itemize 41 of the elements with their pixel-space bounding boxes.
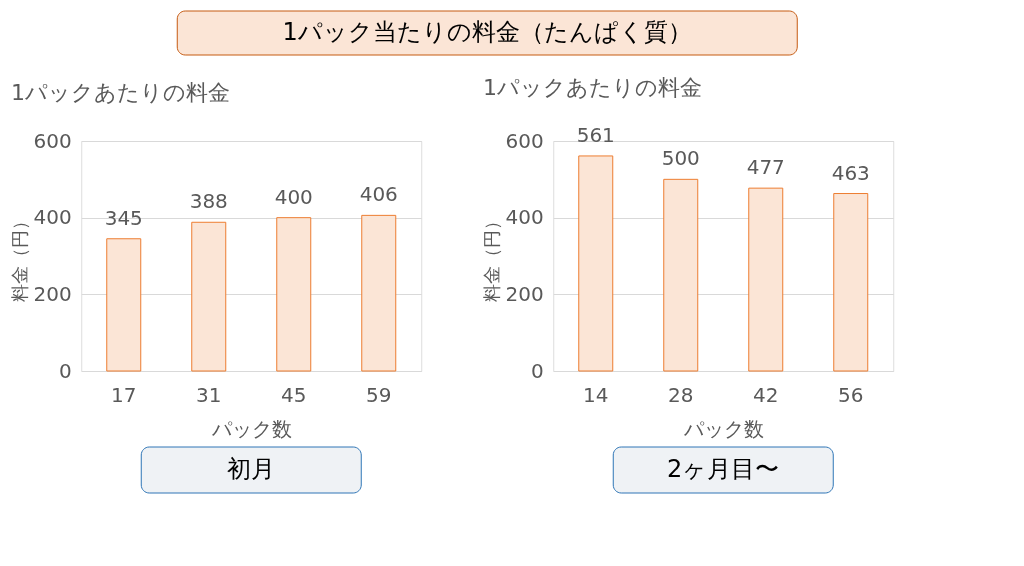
- bar: [663, 178, 699, 372]
- y-axis-title: 料金（円）: [480, 211, 502, 302]
- x-tick-label: 42: [753, 382, 779, 407]
- data-label: 406: [359, 182, 398, 207]
- x-axis-title: パック数: [210, 416, 292, 441]
- text: 初月: [227, 455, 276, 483]
- y-tick-label: 600: [33, 128, 72, 153]
- x-tick-label: 59: [366, 382, 392, 407]
- x-tick-label: 45: [281, 382, 307, 407]
- chart-title: 1パックあたりの料金: [483, 74, 703, 100]
- y-tick-label: 600: [505, 128, 544, 153]
- bar: [578, 155, 614, 372]
- y-tick-label: 400: [33, 205, 72, 230]
- y-axis-title: 料金（円）: [8, 211, 30, 302]
- x-tick-label: 28: [668, 382, 694, 407]
- chart-title: 1パックあたりの料金: [11, 80, 231, 105]
- x-tick-label: 14: [583, 382, 609, 407]
- bar: [191, 221, 227, 372]
- data-label: 345: [104, 205, 143, 230]
- y-tick-label: 0: [531, 358, 544, 383]
- x-axis-title: パック数: [682, 416, 764, 441]
- data-label: 477: [746, 155, 785, 180]
- y-tick-label: 400: [505, 205, 544, 230]
- bar: [748, 187, 784, 372]
- x-tick-label: 17: [111, 382, 137, 407]
- data-label: 500: [661, 146, 700, 171]
- bar: [106, 238, 142, 372]
- data-label: 561: [576, 122, 615, 147]
- data-label: 463: [831, 160, 870, 185]
- y-tick-label: 200: [505, 281, 544, 306]
- data-label: 400: [274, 184, 313, 209]
- text: 1パック当たりの料金（たんぱく質）: [282, 18, 692, 46]
- data-label: 388: [189, 189, 228, 214]
- x-tick-label: 31: [196, 382, 222, 407]
- y-tick-label: 0: [59, 358, 72, 383]
- bar: [276, 217, 312, 372]
- x-tick-label: 56: [838, 382, 864, 407]
- text: 2ヶ月目〜: [667, 455, 780, 483]
- bar: [361, 214, 397, 372]
- bar: [833, 193, 869, 372]
- y-tick-label: 200: [33, 281, 72, 306]
